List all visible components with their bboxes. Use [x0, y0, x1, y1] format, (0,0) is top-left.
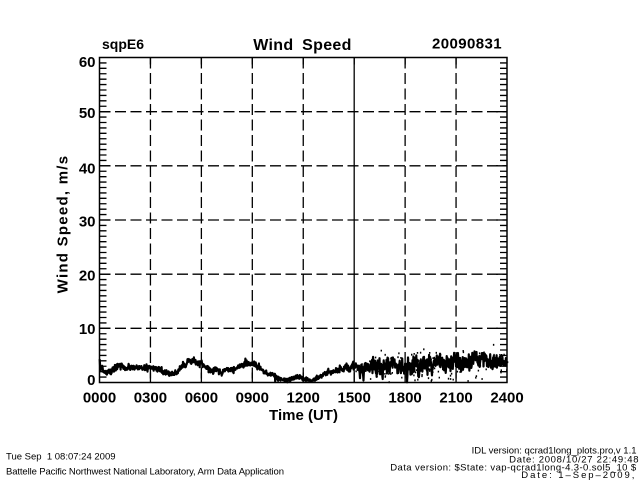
svg-text:0000: 0000	[83, 389, 116, 406]
svg-text:10: 10	[79, 321, 96, 338]
svg-text:50: 50	[79, 105, 96, 122]
svg-text:0600: 0600	[185, 389, 218, 406]
svg-text:20090831: 20090831	[432, 35, 502, 52]
svg-text:Wind Speed, m/s: Wind Speed, m/s	[55, 155, 72, 294]
svg-text:Wind Speed: Wind Speed	[253, 37, 351, 54]
svg-text:Time (UT): Time (UT)	[269, 407, 338, 424]
svg-text:0300: 0300	[134, 389, 167, 406]
svg-text:40: 40	[79, 160, 96, 177]
svg-text:0: 0	[87, 372, 95, 389]
svg-text:60: 60	[79, 54, 96, 71]
svg-text:2100: 2100	[439, 389, 472, 406]
svg-text:1200: 1200	[287, 389, 320, 406]
svg-text:1500: 1500	[338, 389, 371, 406]
svg-text:0900: 0900	[236, 389, 269, 406]
svg-text:20: 20	[79, 267, 96, 284]
svg-text:IDL version: qcrad1long_plots.: IDL version: qcrad1long_plots.pro,v 1.1	[472, 445, 637, 456]
svg-text:sqpE6: sqpE6	[102, 36, 144, 52]
svg-text:2400: 2400	[490, 389, 523, 406]
svg-text:1800: 1800	[388, 389, 421, 406]
svg-text:30: 30	[79, 213, 96, 230]
svg-text:Date: 1–Sep–2009,: Date: 1–Sep–2009,	[521, 470, 636, 480]
svg-text:Battelle Pacific Northwest Nat: Battelle Pacific Northwest National Labo…	[6, 467, 284, 478]
svg-text:Date: 2008/10/27 22:49:48: Date: 2008/10/27 22:49:48	[509, 454, 639, 465]
svg-text:Data version: $State: vap-qcra: Data version: $State: vap-qcrad1long-4.3…	[390, 463, 637, 474]
svg-text:Tue Sep 1 08:07:24 2009: Tue Sep 1 08:07:24 2009	[6, 452, 116, 463]
